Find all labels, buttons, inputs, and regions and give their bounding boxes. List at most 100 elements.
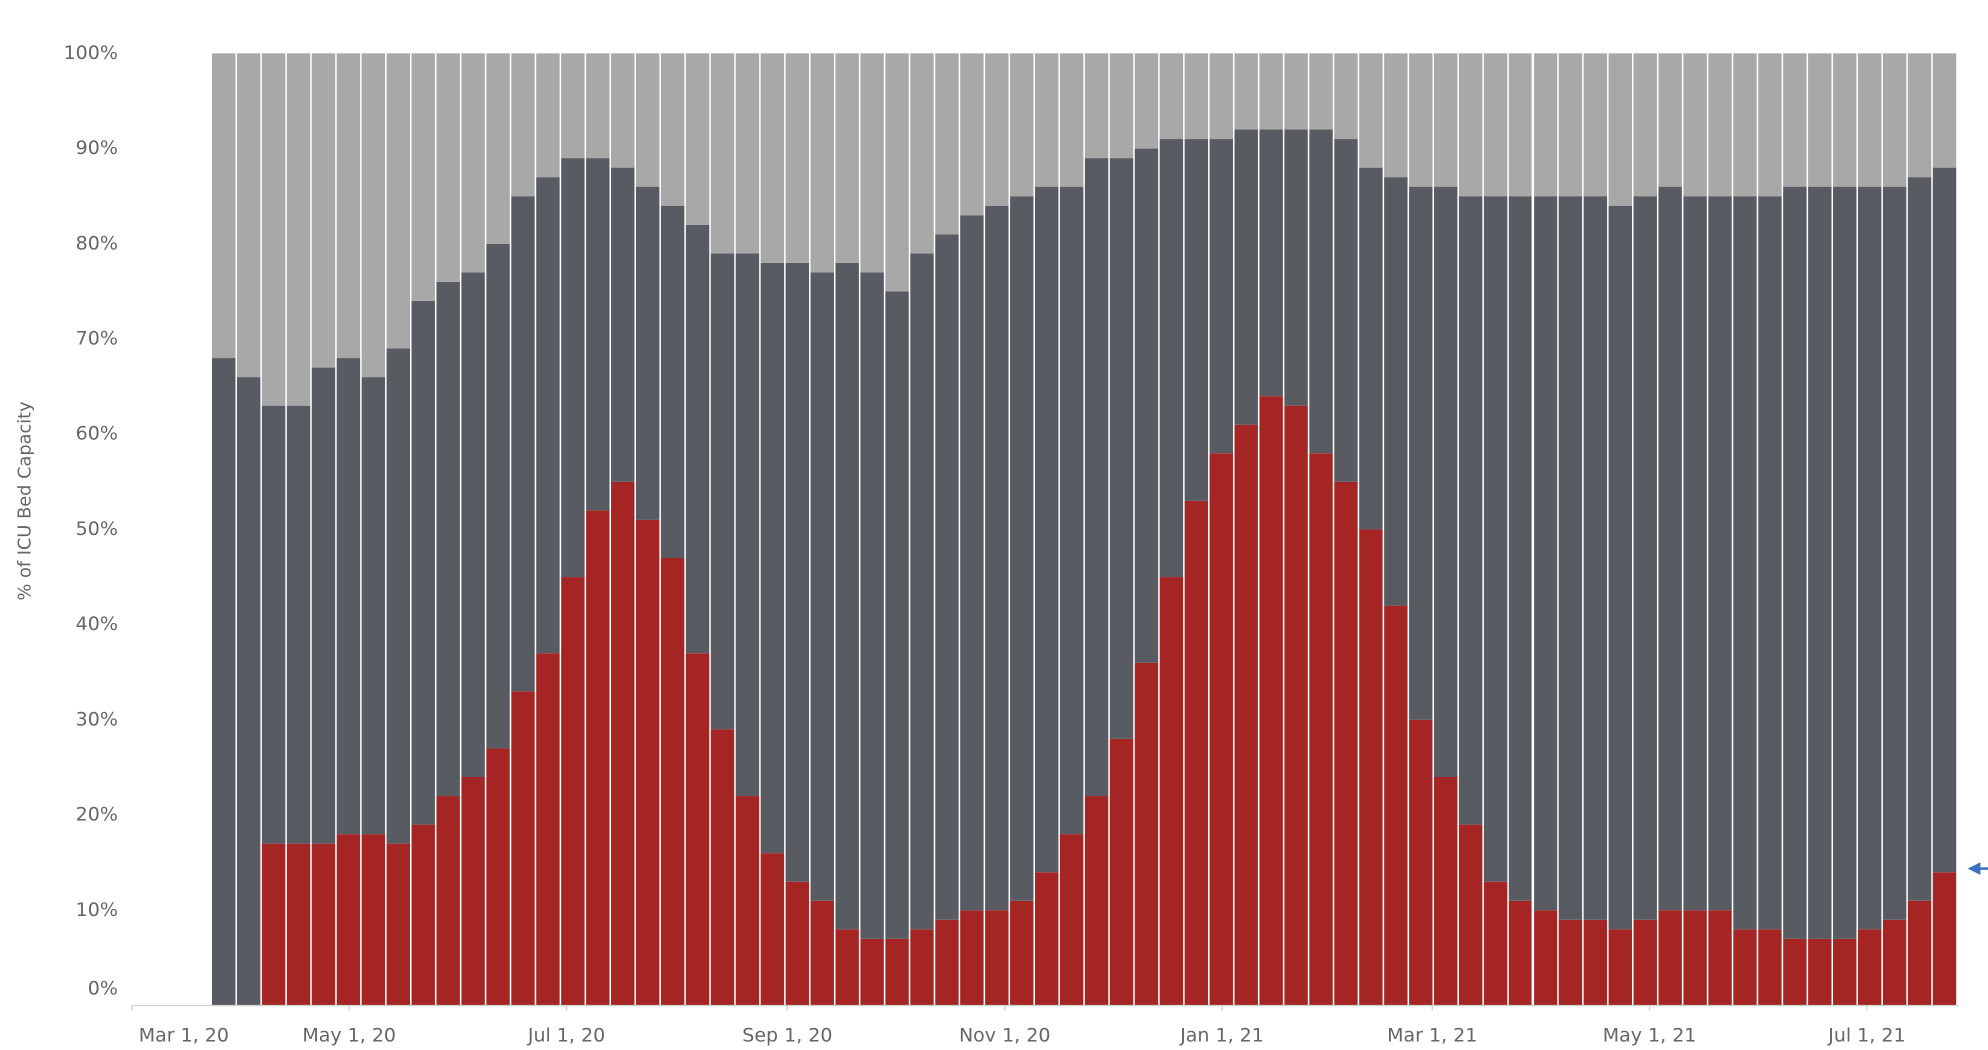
bar-segment — [1483, 881, 1508, 1006]
y-tick-label: 90% — [76, 137, 118, 159]
bar-segment — [486, 748, 510, 1006]
bar-segment — [1833, 938, 1857, 1006]
bar-segment — [611, 53, 635, 168]
bar-segment — [386, 53, 411, 349]
bar-segment — [1882, 53, 1907, 187]
bar-segment — [1184, 53, 1209, 140]
bar-segment — [1558, 919, 1583, 1006]
bar-segment — [760, 53, 785, 263]
bar-segment — [1084, 53, 1109, 159]
bar-segment — [1010, 53, 1034, 197]
bar-segment — [835, 929, 859, 1006]
bar-segment — [1708, 196, 1732, 911]
bar-segment — [1583, 919, 1608, 1006]
bar-segment — [1633, 53, 1657, 197]
bar-segment — [1409, 719, 1433, 1006]
bar-segment — [910, 53, 934, 254]
bar-segment — [885, 291, 909, 939]
x-tick-label: Sep 1, 20 — [742, 1024, 832, 1046]
bar-segment — [1808, 186, 1832, 939]
bar-segment — [336, 53, 361, 359]
bar-segment — [1508, 196, 1533, 901]
y-tick-label: 60% — [76, 423, 118, 445]
bar-segment — [1359, 167, 1383, 530]
bar-segment — [336, 834, 361, 1006]
bar-segment — [411, 824, 435, 1006]
bars — [212, 53, 1957, 1006]
bar-segment — [1434, 186, 1458, 777]
bar-segment — [212, 53, 236, 359]
bar-segment — [1134, 148, 1159, 663]
bar-segment — [910, 929, 934, 1006]
bar-segment — [361, 53, 386, 378]
bar-segment — [960, 910, 984, 1006]
bar-segment — [1733, 929, 1757, 1006]
bar-segment — [1259, 53, 1283, 130]
bar-segment — [735, 796, 760, 1006]
y-tick-label: 80% — [76, 232, 118, 254]
bar-segment — [835, 262, 859, 930]
bar-segment — [1209, 453, 1233, 1006]
bar-segment — [1608, 53, 1633, 206]
x-tick-label: Mar 1, 21 — [1387, 1024, 1477, 1046]
y-tick-label: 10% — [76, 899, 118, 921]
bar-segment — [1010, 196, 1034, 901]
bar-segment — [1508, 900, 1533, 1006]
bar-segment — [386, 843, 411, 1006]
bar-segment — [660, 53, 685, 206]
bar-segment — [685, 653, 710, 1006]
y-tick-label: 30% — [76, 708, 118, 730]
bar-segment — [960, 53, 984, 216]
bar-segment — [1932, 167, 1957, 873]
bar-segment — [586, 53, 610, 159]
bar-segment — [1409, 53, 1433, 187]
bar-segment — [311, 843, 336, 1006]
bar-segment — [1658, 186, 1682, 911]
bar-segment — [1059, 834, 1084, 1006]
bar-segment — [336, 358, 361, 835]
bar-segment — [1608, 205, 1633, 930]
bar-segment — [361, 377, 386, 835]
x-tick-label: Jul 1, 21 — [1827, 1024, 1905, 1046]
bar-segment — [486, 53, 510, 244]
bar-segment — [1533, 910, 1558, 1006]
bar-segment — [635, 186, 660, 520]
bar-segment — [885, 53, 909, 292]
bar-segment — [1059, 186, 1084, 835]
bar-segment — [361, 834, 386, 1006]
bar-segment — [236, 53, 261, 378]
bar-segment — [860, 938, 884, 1006]
bar-segment — [1558, 196, 1583, 920]
bar-segment — [635, 519, 660, 1006]
bar-segment — [1558, 53, 1583, 197]
bar-segment — [1857, 186, 1882, 930]
bar-segment — [436, 796, 460, 1006]
bar-segment — [1034, 872, 1059, 1006]
bar-segment — [586, 510, 610, 1006]
bar-segment — [1907, 900, 1932, 1006]
bar-segment — [710, 53, 735, 254]
bar-segment — [1758, 196, 1782, 930]
bar-segment — [1309, 53, 1333, 130]
x-tick-label: Jan 1, 21 — [1179, 1024, 1264, 1046]
x-tick-label: May 1, 21 — [1603, 1024, 1697, 1046]
bar-segment — [1583, 196, 1608, 920]
bar-segment — [1882, 919, 1907, 1006]
bar-segment — [1833, 53, 1857, 187]
bar-segment — [835, 53, 859, 263]
bar-segment — [1359, 53, 1383, 168]
bar-segment — [1384, 605, 1408, 1006]
bar-segment — [1384, 177, 1408, 606]
bar-segment — [411, 300, 435, 825]
bar-segment — [1907, 177, 1932, 901]
bar-segment — [1783, 186, 1807, 939]
bar-segment — [486, 243, 510, 749]
bar-segment — [1658, 53, 1682, 187]
bar-segment — [261, 843, 286, 1006]
bar-segment — [785, 262, 810, 882]
bar-segment — [461, 776, 485, 1006]
bar-segment — [511, 196, 535, 692]
bar-segment — [1458, 53, 1483, 197]
bar-segment — [785, 53, 810, 263]
bar-segment — [1658, 910, 1682, 1006]
